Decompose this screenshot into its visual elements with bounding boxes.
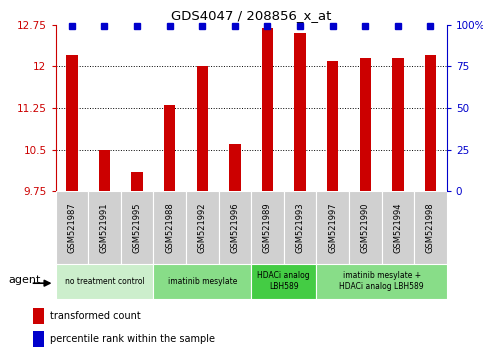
Bar [251, 264, 316, 299]
Bar [197, 67, 208, 191]
Bar [349, 191, 382, 264]
Text: GSM521989: GSM521989 [263, 202, 272, 253]
Bar [316, 191, 349, 264]
Bar [164, 105, 175, 191]
Bar [251, 191, 284, 264]
Text: no treatment control: no treatment control [65, 277, 144, 286]
Text: imatinib mesylate: imatinib mesylate [168, 277, 237, 286]
Text: GSM521996: GSM521996 [230, 202, 240, 253]
Text: GSM521991: GSM521991 [100, 202, 109, 253]
Bar [33, 331, 44, 347]
Bar [154, 191, 186, 264]
Bar [327, 61, 339, 191]
Bar [99, 149, 110, 191]
Text: imatinib mesylate +
HDACi analog LBH589: imatinib mesylate + HDACi analog LBH589 [339, 272, 424, 291]
Text: GSM521987: GSM521987 [67, 202, 76, 253]
Bar [131, 172, 143, 191]
Bar [359, 58, 371, 191]
Bar [316, 264, 447, 299]
Text: HDACi analog
LBH589: HDACi analog LBH589 [257, 272, 310, 291]
Text: GSM521990: GSM521990 [361, 202, 370, 253]
Bar [414, 191, 447, 264]
Bar [219, 191, 251, 264]
Bar [66, 55, 78, 191]
Bar [56, 191, 88, 264]
Bar [392, 58, 404, 191]
Text: GSM521994: GSM521994 [393, 202, 402, 253]
Bar [262, 28, 273, 191]
Text: transformed count: transformed count [50, 311, 141, 321]
Bar [56, 264, 154, 299]
Bar [88, 191, 121, 264]
Bar [229, 144, 241, 191]
Bar [121, 191, 154, 264]
Bar [425, 55, 436, 191]
Title: GDS4047 / 208856_x_at: GDS4047 / 208856_x_at [171, 9, 331, 22]
Text: GSM521992: GSM521992 [198, 202, 207, 253]
Text: GSM521998: GSM521998 [426, 202, 435, 253]
Bar [33, 308, 44, 324]
Text: GSM521997: GSM521997 [328, 202, 337, 253]
Bar [284, 191, 316, 264]
Text: GSM521995: GSM521995 [132, 202, 142, 253]
Text: GSM521993: GSM521993 [296, 202, 305, 253]
Bar [186, 191, 218, 264]
Bar [382, 191, 414, 264]
Bar [294, 33, 306, 191]
Text: percentile rank within the sample: percentile rank within the sample [50, 334, 215, 344]
Text: agent: agent [8, 275, 41, 285]
Text: GSM521988: GSM521988 [165, 202, 174, 253]
Bar [154, 264, 251, 299]
